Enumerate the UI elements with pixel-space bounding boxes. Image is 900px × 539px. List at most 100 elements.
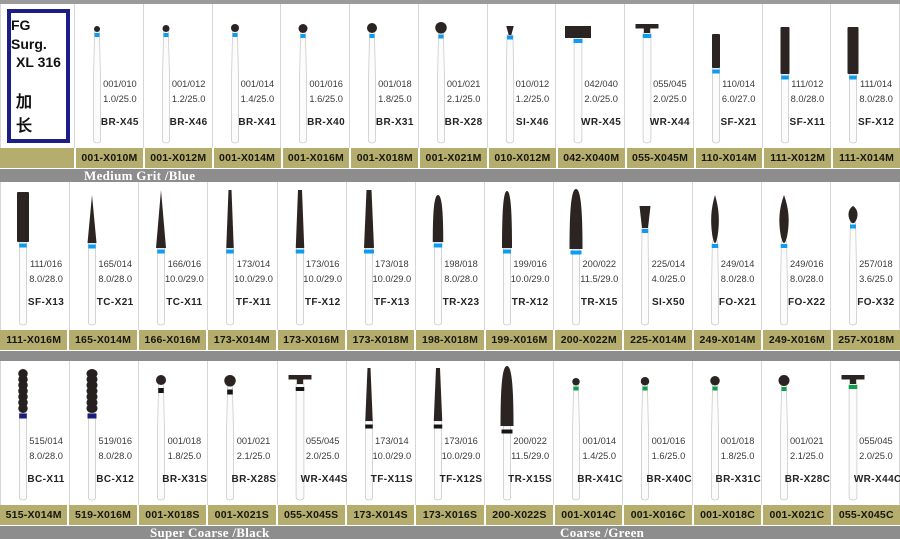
bur-cell-si-x50: 225/014 4.0/25.0 SI-X50 <box>623 182 693 330</box>
bur-cell-tr-x12: 199/016 10.0/29.0 TR-X12 <box>485 182 555 330</box>
bur-cell-wr-x44c: 055/045 2.0/25.0 WR-X44C <box>830 361 900 505</box>
bur-model-name: BR-X40C <box>646 474 692 486</box>
bur-cell-bc-x12: 519/016 8.0/28.0 BC-X12 <box>70 361 140 505</box>
code-cell-055-x045c: 055-X045C <box>832 505 900 525</box>
bur-text-block: 001/021 2.1/25.0 BR-X28 <box>442 77 486 128</box>
bur-illustration-tbar <box>841 375 865 501</box>
bur-illustration-bead <box>18 369 28 501</box>
bur-model-name: BR-X45 <box>100 117 139 129</box>
bur-row-medium-1: FG Surg. XL 316 加 长 001/010 1.0/25.0 BR-X4… <box>0 4 900 148</box>
bur-cell-tf-x12: 173/016 10.0/29.0 TF-X12 <box>277 182 347 330</box>
bur-model-name: BR-X28 <box>444 117 483 129</box>
code-cell-001-x014c: 001-X014C <box>555 505 623 525</box>
bur-text-block: 200/022 11.5/29.0 TR-X15 <box>577 257 621 308</box>
code-cell-173-x014s: 173-X014S <box>346 505 415 525</box>
bur-text-block: 515/014 8.0/28.0 BC-X11 <box>24 434 68 485</box>
bur-cell-br-x31c: 001/018 1.8/25.0 BR-X31C <box>692 361 762 505</box>
bur-size-spec: 6.0/27.0 <box>721 93 756 104</box>
bur-iso-number: 173/018 <box>375 259 409 270</box>
bur-text-block: 198/018 8.0/28.0 TR-X23 <box>439 257 483 308</box>
bur-iso-number: 010/012 <box>515 79 550 90</box>
bur-illustration-ball <box>572 378 581 501</box>
bur-illustration-ball <box>435 22 447 144</box>
code-cell-001-x018m: 001-X018M <box>351 148 419 168</box>
bur-cell-wr-x44: 055/045 2.0/25.0 WR-X44 <box>625 4 694 148</box>
code-cell-165-x014m: 165-X014M <box>69 330 137 350</box>
bur-iso-number: 001/018 <box>720 436 755 447</box>
bur-row-medium-2: 111/016 8.0/28.0 SF-X13 165/014 8.0/28.0 TC-X… <box>0 182 900 330</box>
code-cell-111-x016m: 111-X016M <box>0 330 68 350</box>
bur-iso-number: 166/016 <box>167 259 202 270</box>
grit-label-medium: Medium Grit /Blue <box>84 167 196 183</box>
code-cell-001-x012m: 001-X012M <box>144 148 212 168</box>
bur-iso-number: 173/016 <box>305 259 340 270</box>
bur-size-spec: 1.6/25.0 <box>651 450 686 461</box>
bur-cell-sf-x12: 111/014 8.0/28.0 SF-X12 <box>831 4 900 148</box>
bur-illustration-tf <box>363 190 374 326</box>
bur-illustration-ball <box>709 376 720 501</box>
bur-model-name: TF-X12 <box>304 297 341 309</box>
bur-text-block: 519/016 8.0/28.0 BC-X12 <box>93 434 137 485</box>
bur-size-spec: 1.8/25.0 <box>378 93 412 104</box>
bur-illustration-cyl <box>17 192 29 326</box>
code-cell-166-x016m: 166-X016M <box>138 330 207 350</box>
bur-text-block: 173/014 10.0/29.0 TF-X11 <box>231 257 275 308</box>
bur-size-spec: 2.1/25.0 <box>446 93 481 104</box>
bur-cell-br-x40c: 001/016 1.6/25.0 BR-X40C <box>623 361 693 505</box>
bur-size-spec: 8.0/28.0 <box>98 450 133 461</box>
bur-size-spec: 11.5/29.0 <box>580 273 619 284</box>
bur-model-name: TF-X11S <box>370 474 413 486</box>
bur-size-spec: 2.1/25.0 <box>789 450 824 461</box>
bur-cell-wr-x45: 042/040 2.0/25.0 WR-X45 <box>556 4 625 148</box>
code-bar-3: 515-X014M 519-X016M 001-X018S 001-X021S 055-… <box>0 505 900 525</box>
bur-cell-tc-x21: 165/014 8.0/28.0 TC-X21 <box>70 182 140 330</box>
bur-iso-number: 515/014 <box>29 436 63 447</box>
bur-model-name: FO-X32 <box>857 297 895 309</box>
bur-model-name: TR-X15S <box>508 474 553 486</box>
bur-cell-tf-x13: 173/018 10.0/29.0 TF-X13 <box>346 182 416 330</box>
bur-illustration-ball <box>367 23 377 144</box>
bur-text-block: 001/018 1.8/25.0 BR-X31S <box>162 434 207 485</box>
bur-text-block: 001/016 1.6/25.0 BR-X40C <box>646 434 692 486</box>
bur-illustration-cyl <box>780 27 789 144</box>
bur-iso-number: 001/021 <box>236 436 271 447</box>
bur-illustration-ball <box>156 375 167 501</box>
bur-size-spec: 2.0/25.0 <box>653 93 687 104</box>
bur-size-spec: 10.0/29.0 <box>372 273 412 284</box>
bur-size-spec: 2.0/25.0 <box>859 450 893 461</box>
bur-illustration-tf <box>295 190 304 326</box>
bur-model-name: SI-X46 <box>515 117 549 129</box>
bur-iso-number: 110/014 <box>722 79 756 90</box>
bur-model-name: SI-X50 <box>651 297 685 309</box>
top-divider-bar <box>0 0 900 4</box>
bur-iso-number: 001/016 <box>309 79 343 90</box>
bur-cell-br-x40: 001/016 1.6/25.0 BR-X40 <box>281 4 350 148</box>
bur-illustration-tf <box>433 368 443 501</box>
code-cell-055-x045s: 055-X045S <box>277 505 345 525</box>
bur-illustration-cyl <box>711 34 720 144</box>
bur-illustration-egg <box>848 206 858 326</box>
bur-model-name: BR-X41 <box>238 117 277 129</box>
bur-cell-si-x46: 010/012 1.2/25.0 SI-X46 <box>487 4 557 148</box>
bur-size-spec: 8.0/28.0 <box>98 273 133 284</box>
bur-illustration-cone <box>156 190 167 326</box>
bur-illustration-tf <box>364 368 373 501</box>
bur-iso-number: 519/016 <box>98 436 133 447</box>
bur-text-block: 001/014 1.4/25.0 BR-X41 <box>236 77 280 128</box>
bur-cell-fo-x21: 249/014 8.0/28.0 FO-X21 <box>692 182 762 330</box>
bur-cell-br-x28c: 001/021 2.1/25.0 BR-X28C <box>761 361 831 505</box>
code-cell-001-x018c: 001-X018C <box>693 505 762 525</box>
bur-iso-number: 200/022 <box>582 259 617 270</box>
bur-size-spec: 3.6/25.0 <box>859 273 893 284</box>
bur-cell-br-x46: 001/012 1.2/25.0 BR-X46 <box>143 4 213 148</box>
code-cell-173-x016s: 173-X016S <box>416 505 484 525</box>
bur-illustration-tbar <box>635 24 659 144</box>
bur-iso-number: 200/022 <box>513 436 547 447</box>
bur-iso-number: 042/040 <box>584 79 618 90</box>
bur-size-spec: 10.0/29.0 <box>510 273 550 284</box>
bur-iso-number: 173/014 <box>236 259 271 270</box>
bur-model-name: TR-X12 <box>511 297 549 309</box>
bur-size-spec: 1.6/25.0 <box>309 93 343 104</box>
bur-cell-br-x41c: 001/014 1.4/25.0 BR-X41C <box>554 361 624 505</box>
